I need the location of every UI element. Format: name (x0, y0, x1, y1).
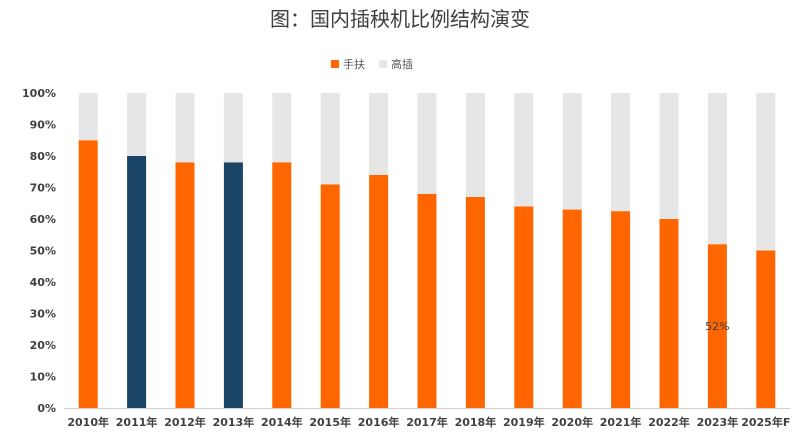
bar-gaocha-7 (417, 93, 437, 194)
bar-gaocha-4 (272, 93, 292, 163)
bar-shoufu-7 (417, 193, 437, 408)
bar-gaocha-14 (756, 93, 776, 251)
y-axis: 0% 10% 20% 30% 40% 50% 60% 70% 80% 90% 100% (22, 87, 56, 415)
chart-title: 图：国内插秧机比例结构演变 (270, 7, 530, 31)
y-tick-label: 10% (30, 371, 56, 384)
y-tick-label: 50% (30, 245, 56, 258)
x-tick-label: 2016年 (358, 415, 400, 429)
x-tick-label: 2018年 (455, 415, 497, 429)
x-tick-label: 2017年 (406, 415, 448, 429)
bar-gaocha-9 (514, 93, 534, 207)
bar-shoufu-12 (659, 219, 679, 408)
x-tick-label: 2010年 (67, 415, 109, 429)
y-tick-label: 60% (30, 213, 56, 226)
bar-shoufu-9 (514, 206, 534, 408)
bar-gaocha-5 (320, 93, 340, 185)
data-label: 52% (705, 320, 729, 333)
bar-shoufu-0 (78, 140, 98, 408)
x-tick-label: 2020年 (551, 415, 593, 429)
x-tick-label: 2023年 (697, 415, 739, 429)
bar-gaocha-2 (175, 93, 195, 163)
x-tick-label: 2012年 (164, 415, 206, 429)
y-tick-label: 100% (22, 87, 56, 100)
y-tick-label: 90% (30, 119, 56, 132)
legend-swatch-1 (379, 60, 387, 68)
data-labels: 52% (705, 320, 729, 333)
bar-shoufu-5 (320, 184, 340, 408)
bar-shoufu-8 (465, 196, 485, 408)
bar-shoufu-11 (611, 211, 631, 408)
bar-gaocha-10 (562, 93, 582, 210)
bar-shoufu-10 (562, 209, 582, 408)
bar-gaocha-3 (223, 93, 243, 163)
x-tick-label: 2025年F (741, 415, 790, 429)
bar-shoufu-1 (127, 156, 147, 408)
x-axis: 2010年 2011年 2012年 2013年 2014年 2015年 2016年 2017年… (64, 408, 790, 429)
x-tick-label: 2015年 (309, 415, 351, 429)
y-tick-label: 70% (30, 182, 56, 195)
y-tick-label: 30% (30, 308, 56, 321)
legend: 手扶 高插 (331, 57, 413, 71)
bar-shoufu-4 (272, 162, 292, 408)
bar-shoufu-6 (369, 174, 389, 408)
x-tick-label: 2021年 (600, 415, 642, 429)
bar-shoufu-2 (175, 162, 195, 408)
bar-gaocha-12 (659, 93, 679, 219)
bar-gaocha-1 (127, 93, 147, 156)
x-tick-label: 2013年 (213, 415, 255, 429)
x-tick-label: 2019年 (503, 415, 545, 429)
bars (78, 93, 776, 408)
bar-gaocha-8 (465, 93, 485, 197)
legend-label-1: 高插 (391, 57, 413, 71)
bar-gaocha-6 (369, 93, 389, 175)
y-tick-label: 20% (30, 339, 56, 352)
bar-gaocha-13 (707, 93, 727, 245)
y-tick-label: 40% (30, 276, 56, 289)
bar-shoufu-13 (707, 244, 727, 408)
bar-shoufu-14 (756, 250, 776, 408)
bar-gaocha-0 (78, 93, 98, 141)
bar-shoufu-3 (223, 162, 243, 408)
x-tick-label: 2022年 (648, 415, 690, 429)
x-tick-label: 2011年 (116, 415, 158, 429)
legend-swatch-0 (331, 60, 339, 68)
legend-label-0: 手扶 (343, 57, 365, 71)
y-tick-label: 80% (30, 150, 56, 163)
y-tick-label: 0% (37, 402, 56, 415)
x-tick-label: 2014年 (261, 415, 303, 429)
bar-gaocha-11 (611, 93, 631, 212)
